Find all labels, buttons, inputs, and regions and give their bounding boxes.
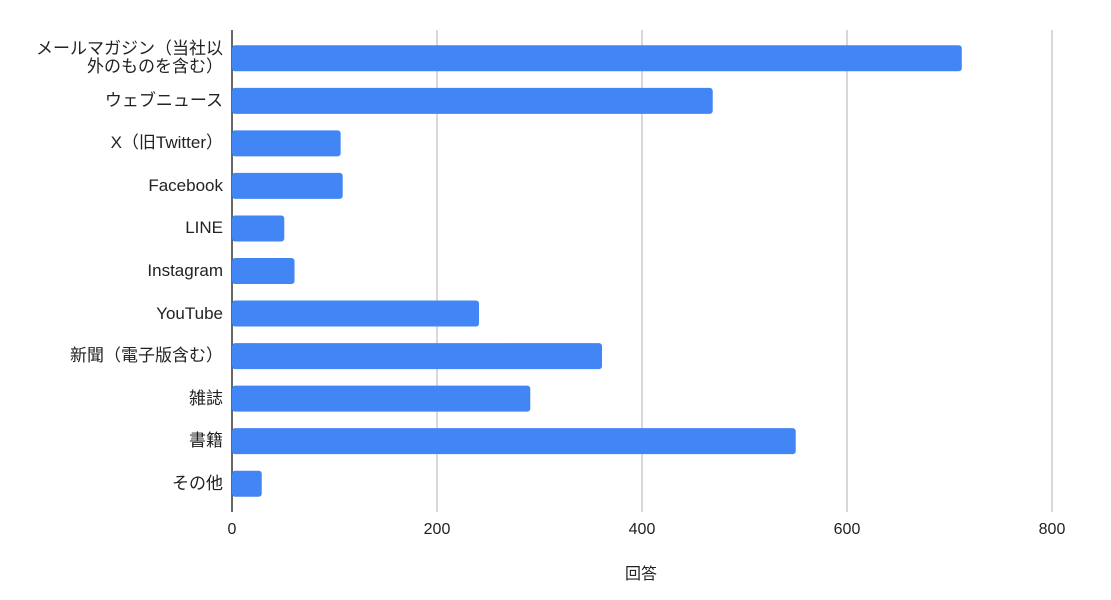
x-tick-label: 0 (228, 521, 237, 538)
y-tick-label: ウェブニュース (104, 90, 223, 110)
bar (232, 215, 285, 242)
x-tick-label: 800 (1039, 521, 1066, 538)
x-axis-title: 回答 (625, 565, 657, 583)
bar (232, 470, 262, 497)
bar (232, 385, 531, 412)
x-tick-label: 400 (629, 521, 656, 538)
bar (232, 258, 295, 284)
bar (232, 428, 796, 455)
y-tick-label: X（旧Twitter） (110, 133, 223, 153)
x-tick-label: 600 (834, 521, 861, 538)
y-tick-label: Instagram (147, 261, 223, 280)
y-tick-label: 新聞（電子版含む） (70, 346, 223, 366)
bar (232, 130, 341, 157)
y-tick-label: 雑誌 (189, 388, 223, 408)
y-tick-label: 書籍 (189, 431, 223, 451)
y-tick-label: メールマガジン（当社以外のものを含む） (36, 39, 223, 77)
x-tick-label: 200 (424, 521, 451, 538)
bar (232, 343, 603, 370)
y-tick-label: YouTube (156, 303, 223, 323)
bar (232, 45, 962, 72)
bar (232, 87, 713, 114)
bar (232, 172, 343, 199)
y-tick-label: その他 (172, 473, 223, 493)
y-tick-label: Facebook (148, 175, 223, 195)
bar (232, 300, 480, 327)
y-tick-label: LINE (185, 218, 223, 238)
